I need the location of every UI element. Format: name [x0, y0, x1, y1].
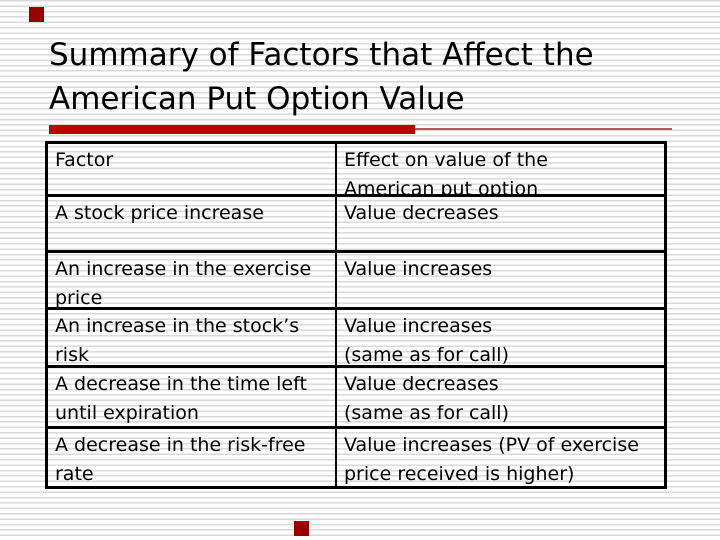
effect-cell-row2: Value increases	[335, 253, 664, 310]
slide-title-line2: American Put Option Value	[49, 81, 465, 117]
effect-cell-row5: Value increases (PV of exercise price re…	[335, 429, 664, 486]
factor-cell-row3: An increase in the stock’s risk	[48, 310, 335, 368]
factor-cell-row2: An increase in the exercise price	[48, 253, 335, 310]
decor-square-top-left	[29, 7, 44, 22]
slide-title: Summary of Factors that Affect the Americ…	[49, 33, 594, 121]
slide-title-line1: Summary of Factors that Affect the	[49, 37, 594, 73]
factor-cell-row1: A stock price increase	[48, 197, 335, 253]
title-underline-bar	[49, 125, 415, 134]
factor-header-cell: Factor	[48, 144, 335, 197]
decor-square-bottom	[294, 521, 309, 536]
factor-cell-row4: A decrease in the time left until expira…	[48, 368, 335, 429]
effect-cell-row4: Value decreases (same as for call)	[335, 368, 664, 429]
effect-header-cell: Effect on value of the American put opti…	[335, 144, 664, 197]
factor-cell-row5: A decrease in the risk-free rate	[55, 434, 306, 485]
effect-cell-row3: Value increases (same as for call)	[335, 310, 664, 368]
effect-cell-row1: Value decreases	[335, 197, 664, 253]
factors-table: Factor Effect on value of the American p…	[45, 141, 667, 489]
